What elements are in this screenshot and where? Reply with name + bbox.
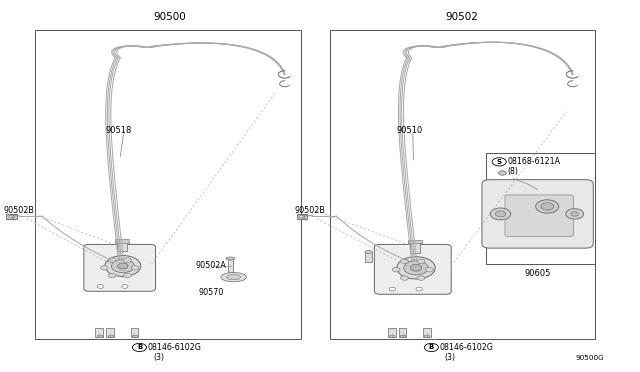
Circle shape xyxy=(492,158,506,166)
Bar xyxy=(330,30,595,339)
Circle shape xyxy=(131,266,139,270)
Circle shape xyxy=(111,259,134,273)
Text: 90502: 90502 xyxy=(445,12,479,22)
Circle shape xyxy=(424,343,438,352)
Text: B: B xyxy=(137,344,142,350)
Text: 90605: 90605 xyxy=(525,269,551,278)
Bar xyxy=(389,335,394,337)
Bar xyxy=(106,328,114,337)
Bar xyxy=(6,214,17,219)
Circle shape xyxy=(426,267,433,272)
Circle shape xyxy=(401,259,408,263)
Bar xyxy=(486,153,595,264)
Text: (3): (3) xyxy=(154,353,164,362)
Circle shape xyxy=(122,285,128,288)
Text: 90510: 90510 xyxy=(397,126,423,135)
Bar xyxy=(95,328,103,337)
Circle shape xyxy=(105,256,141,276)
Ellipse shape xyxy=(221,272,246,282)
Text: 90502B: 90502B xyxy=(3,206,34,215)
Bar xyxy=(400,335,405,337)
Circle shape xyxy=(392,267,400,272)
FancyBboxPatch shape xyxy=(505,195,573,237)
Text: 90502A: 90502A xyxy=(195,262,226,270)
Circle shape xyxy=(495,211,506,217)
Circle shape xyxy=(404,261,428,275)
Text: 90500: 90500 xyxy=(153,12,186,22)
Circle shape xyxy=(541,203,554,210)
Bar xyxy=(35,30,301,339)
Text: 90518: 90518 xyxy=(106,126,132,135)
Text: 90570: 90570 xyxy=(198,288,224,296)
Circle shape xyxy=(571,212,579,216)
Circle shape xyxy=(97,285,104,288)
Bar xyxy=(117,240,127,251)
Bar xyxy=(108,335,113,337)
FancyBboxPatch shape xyxy=(482,180,593,248)
Circle shape xyxy=(132,343,147,352)
Text: B: B xyxy=(429,344,434,350)
FancyBboxPatch shape xyxy=(84,244,156,291)
Circle shape xyxy=(566,209,584,219)
Circle shape xyxy=(100,266,108,270)
Text: 90502B: 90502B xyxy=(294,206,325,215)
Bar xyxy=(297,214,307,219)
Circle shape xyxy=(124,273,131,278)
Circle shape xyxy=(410,264,422,271)
Circle shape xyxy=(389,287,396,291)
Text: 08146-6102G: 08146-6102G xyxy=(440,343,493,352)
Ellipse shape xyxy=(227,275,241,280)
Text: 08146-6102G: 08146-6102G xyxy=(148,343,202,352)
Bar xyxy=(228,259,233,273)
Bar xyxy=(399,328,406,337)
Ellipse shape xyxy=(365,250,372,253)
Circle shape xyxy=(416,287,422,291)
Circle shape xyxy=(108,273,116,278)
Bar xyxy=(424,335,429,337)
Circle shape xyxy=(397,257,435,279)
Circle shape xyxy=(9,215,14,218)
Bar xyxy=(115,239,129,243)
Circle shape xyxy=(300,215,305,218)
Bar xyxy=(423,328,431,337)
Text: 90500G: 90500G xyxy=(576,355,605,361)
Circle shape xyxy=(536,200,559,213)
Bar xyxy=(131,328,138,337)
FancyBboxPatch shape xyxy=(374,244,451,294)
Circle shape xyxy=(417,259,425,263)
Ellipse shape xyxy=(226,257,235,260)
Bar xyxy=(408,240,422,243)
Bar xyxy=(132,335,137,337)
Circle shape xyxy=(118,263,128,269)
Bar xyxy=(365,252,372,262)
Circle shape xyxy=(108,258,116,262)
Text: 08168-6121A: 08168-6121A xyxy=(508,157,561,166)
Circle shape xyxy=(499,171,506,175)
Bar xyxy=(97,335,102,337)
Circle shape xyxy=(124,258,131,262)
Circle shape xyxy=(417,276,425,280)
Text: (8): (8) xyxy=(508,167,518,176)
Text: S: S xyxy=(497,159,502,165)
Bar xyxy=(410,241,420,253)
Circle shape xyxy=(401,276,408,280)
Bar xyxy=(388,328,396,337)
Text: (3): (3) xyxy=(445,353,456,362)
Circle shape xyxy=(490,208,511,220)
